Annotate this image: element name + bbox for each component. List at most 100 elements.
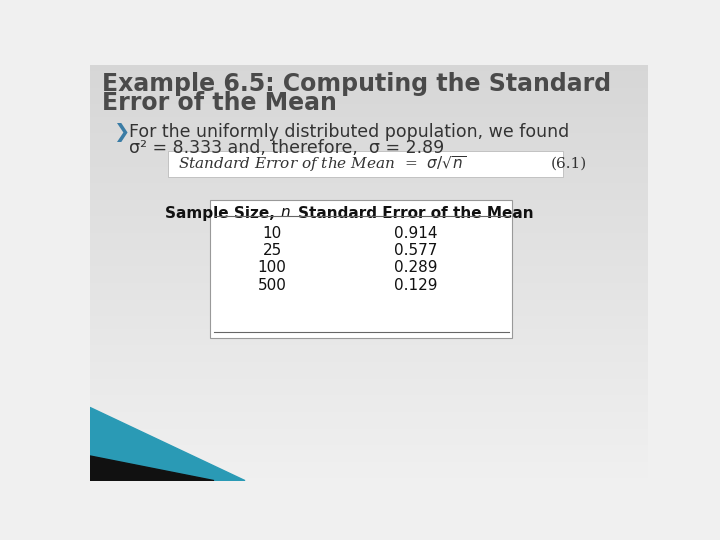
- Bar: [90, 111, 648, 114]
- Bar: [90, 335, 648, 339]
- Bar: [90, 248, 648, 252]
- Bar: [90, 410, 648, 414]
- Bar: [90, 368, 648, 373]
- Bar: [90, 414, 648, 418]
- Bar: [90, 393, 648, 397]
- Text: σ² = 8.333 and, therefore,  σ = 2.89: σ² = 8.333 and, therefore, σ = 2.89: [129, 139, 444, 157]
- Bar: [90, 119, 648, 123]
- Text: 0.577: 0.577: [394, 244, 437, 259]
- Bar: [90, 277, 648, 281]
- Bar: [90, 219, 648, 223]
- Bar: [90, 306, 648, 310]
- Bar: [90, 422, 648, 427]
- Bar: [90, 322, 648, 327]
- Text: 100: 100: [258, 260, 287, 275]
- Bar: [90, 352, 648, 356]
- Bar: [90, 202, 648, 206]
- Bar: [90, 331, 648, 335]
- Bar: [90, 227, 648, 231]
- Polygon shape: [90, 408, 245, 481]
- Bar: [90, 389, 648, 393]
- Bar: [90, 185, 648, 190]
- Bar: [90, 339, 648, 343]
- Bar: [90, 136, 648, 140]
- Bar: [90, 460, 648, 464]
- Bar: [90, 260, 648, 265]
- Bar: [90, 190, 648, 194]
- Bar: [90, 211, 648, 214]
- Bar: [90, 131, 648, 136]
- Bar: [90, 98, 648, 102]
- Bar: [90, 310, 648, 314]
- Bar: [90, 435, 648, 439]
- Bar: [90, 239, 648, 244]
- Bar: [90, 169, 648, 173]
- Bar: [90, 302, 648, 306]
- Bar: [90, 194, 648, 198]
- Bar: [90, 140, 648, 144]
- Bar: [90, 235, 648, 239]
- Text: $n$: $n$: [280, 206, 290, 220]
- Bar: [90, 443, 648, 447]
- Bar: [90, 373, 648, 377]
- Bar: [90, 268, 648, 273]
- Bar: [90, 397, 648, 402]
- Bar: [90, 431, 648, 435]
- Bar: [90, 77, 648, 82]
- Bar: [90, 148, 648, 152]
- Bar: [90, 356, 648, 360]
- Text: Standard Error of the Mean  =  $\sigma/\sqrt{n}$: Standard Error of the Mean = $\sigma/\sq…: [178, 154, 466, 174]
- Bar: [90, 156, 648, 160]
- Bar: [90, 472, 648, 476]
- Bar: [90, 319, 648, 322]
- Bar: [90, 144, 648, 148]
- Bar: [90, 69, 648, 73]
- Bar: [90, 447, 648, 451]
- Text: Example 6.5: Computing the Standard: Example 6.5: Computing the Standard: [102, 72, 611, 97]
- Bar: [90, 468, 648, 472]
- Bar: [90, 173, 648, 177]
- Bar: [90, 160, 648, 165]
- Bar: [90, 476, 648, 481]
- Bar: [90, 152, 648, 156]
- Polygon shape: [90, 456, 214, 481]
- FancyBboxPatch shape: [168, 151, 563, 177]
- Bar: [90, 252, 648, 256]
- Text: 0.289: 0.289: [394, 260, 437, 275]
- Bar: [90, 198, 648, 202]
- Bar: [90, 214, 648, 219]
- Bar: [90, 427, 648, 431]
- Bar: [90, 439, 648, 443]
- Bar: [90, 165, 648, 168]
- Text: 25: 25: [263, 244, 282, 259]
- Bar: [90, 123, 648, 127]
- Bar: [90, 456, 648, 460]
- Bar: [90, 402, 648, 406]
- Text: 500: 500: [258, 278, 287, 293]
- Bar: [90, 82, 648, 85]
- Bar: [90, 451, 648, 456]
- Bar: [90, 244, 648, 248]
- Bar: [90, 327, 648, 331]
- Bar: [90, 314, 648, 319]
- Bar: [90, 94, 648, 98]
- Text: Error of the Mean: Error of the Mean: [102, 91, 336, 115]
- Bar: [90, 85, 648, 90]
- Text: ❯: ❯: [113, 123, 130, 143]
- Text: 0.914: 0.914: [394, 226, 437, 241]
- Bar: [90, 223, 648, 227]
- Bar: [90, 348, 648, 352]
- Bar: [90, 273, 648, 277]
- Bar: [90, 385, 648, 389]
- Bar: [90, 90, 648, 94]
- Bar: [90, 294, 648, 298]
- Bar: [90, 285, 648, 289]
- Bar: [90, 106, 648, 111]
- Bar: [90, 377, 648, 381]
- FancyBboxPatch shape: [210, 200, 513, 338]
- Bar: [90, 231, 648, 235]
- Bar: [90, 418, 648, 422]
- Bar: [90, 364, 648, 368]
- Text: For the uniformly distributed population, we found: For the uniformly distributed population…: [129, 123, 569, 141]
- Bar: [90, 73, 648, 77]
